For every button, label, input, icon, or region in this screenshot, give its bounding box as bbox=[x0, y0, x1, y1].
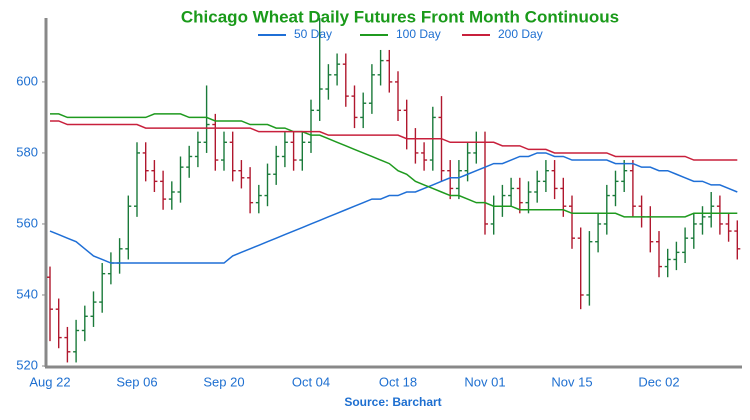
y-tick-label: 600 bbox=[16, 73, 38, 88]
x-tick-label: Nov 15 bbox=[551, 374, 592, 389]
x-tick-label: Dec 02 bbox=[638, 374, 679, 389]
legend-label: 100 Day bbox=[396, 27, 441, 41]
legend-label: 50 Day bbox=[294, 27, 332, 41]
y-tick-label: 520 bbox=[16, 357, 38, 372]
x-tick-label: Sep 20 bbox=[203, 374, 244, 389]
x-tick-label: Nov 01 bbox=[464, 374, 505, 389]
x-tick-label: Aug 22 bbox=[29, 374, 70, 389]
legend-label: 200 Day bbox=[498, 27, 543, 41]
ma-line bbox=[50, 120, 738, 161]
x-tick-label: Oct 18 bbox=[379, 374, 417, 389]
chart-title: Chicago Wheat Daily Futures Front Month … bbox=[181, 7, 619, 26]
y-tick-label: 540 bbox=[16, 286, 38, 301]
x-tick-label: Oct 04 bbox=[292, 374, 330, 389]
ma-line bbox=[50, 113, 738, 218]
y-tick-label: 560 bbox=[16, 215, 38, 230]
x-tick-label: Sep 06 bbox=[116, 374, 157, 389]
source: Source: Barchart bbox=[344, 395, 441, 409]
y-tick-label: 580 bbox=[16, 144, 38, 159]
ma-line bbox=[49, 152, 738, 264]
